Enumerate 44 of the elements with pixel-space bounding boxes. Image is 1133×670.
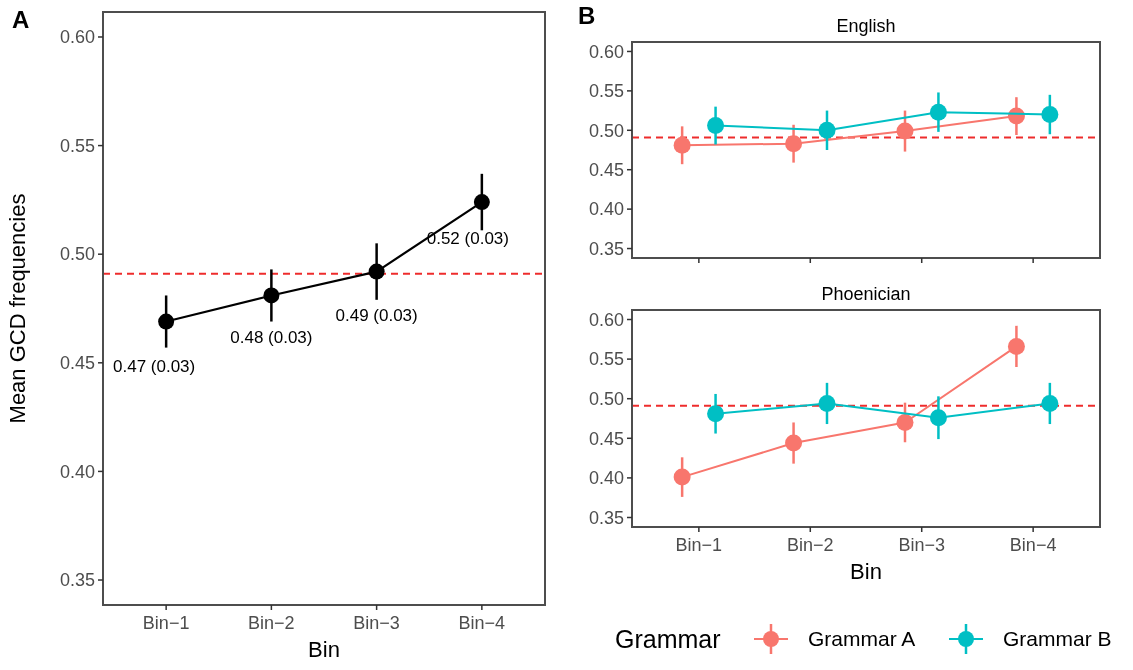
data-label: 0.52 (0.03)	[426, 229, 509, 249]
y-tick-label: 0.45	[588, 160, 624, 181]
point	[158, 313, 175, 330]
y-tick-label: 0.40	[588, 199, 624, 220]
x-tick-label: Bin−2	[248, 613, 295, 633]
point	[263, 287, 280, 304]
data-label: 0.48 (0.03)	[230, 328, 313, 348]
x-tick-label: Bin−4	[1009, 535, 1057, 555]
y-tick-label: 0.50	[588, 389, 624, 409]
text: B	[578, 2, 596, 29]
y-tick-label: 0.40	[588, 468, 624, 489]
x-tick-label: Bin−1	[142, 613, 190, 633]
point	[368, 263, 385, 280]
chart-title: Phoenician	[821, 284, 911, 304]
y-tick-label: 0.60	[588, 41, 624, 62]
y-tick-label: 0.60	[588, 309, 624, 330]
y-axis-title: Mean GCD frequencies	[5, 193, 30, 424]
x-tick-label: Bin−4	[458, 613, 506, 633]
y-tick-label: 0.35	[588, 507, 624, 528]
x-tick-label: Bin−3	[353, 613, 400, 633]
x-axis-title: Bin	[850, 559, 882, 584]
y-tick-label: 0.55	[59, 135, 95, 156]
x-tick-label: Bin−2	[787, 535, 834, 555]
y-tick-label: 0.60	[59, 27, 95, 48]
y-tick-label: 0.50	[59, 244, 95, 265]
y-tick-label: 0.40	[59, 461, 95, 482]
y-tick-label: 0.55	[588, 81, 624, 102]
data-label: 0.47 (0.03)	[113, 356, 196, 376]
chart-title: English	[836, 16, 896, 36]
y-tick-label: 0.55	[588, 349, 624, 370]
y-tick-label: 0.45	[59, 353, 95, 374]
text: A	[12, 6, 30, 33]
y-tick-label: 0.50	[588, 120, 624, 141]
data-label: 0.49 (0.03)	[335, 305, 418, 325]
legend-label: Grammar B	[1003, 627, 1112, 651]
point	[473, 194, 490, 211]
y-tick-label: 0.45	[588, 428, 624, 449]
legend-label: Grammar A	[808, 627, 916, 651]
x-axis-title: Bin	[308, 637, 340, 662]
y-tick-label: 0.35	[588, 238, 624, 259]
y-tick-label: 0.35	[59, 570, 95, 591]
legend-title: Grammar	[615, 624, 721, 653]
x-tick-label: Bin−1	[675, 535, 723, 555]
x-tick-label: Bin−3	[898, 535, 945, 555]
